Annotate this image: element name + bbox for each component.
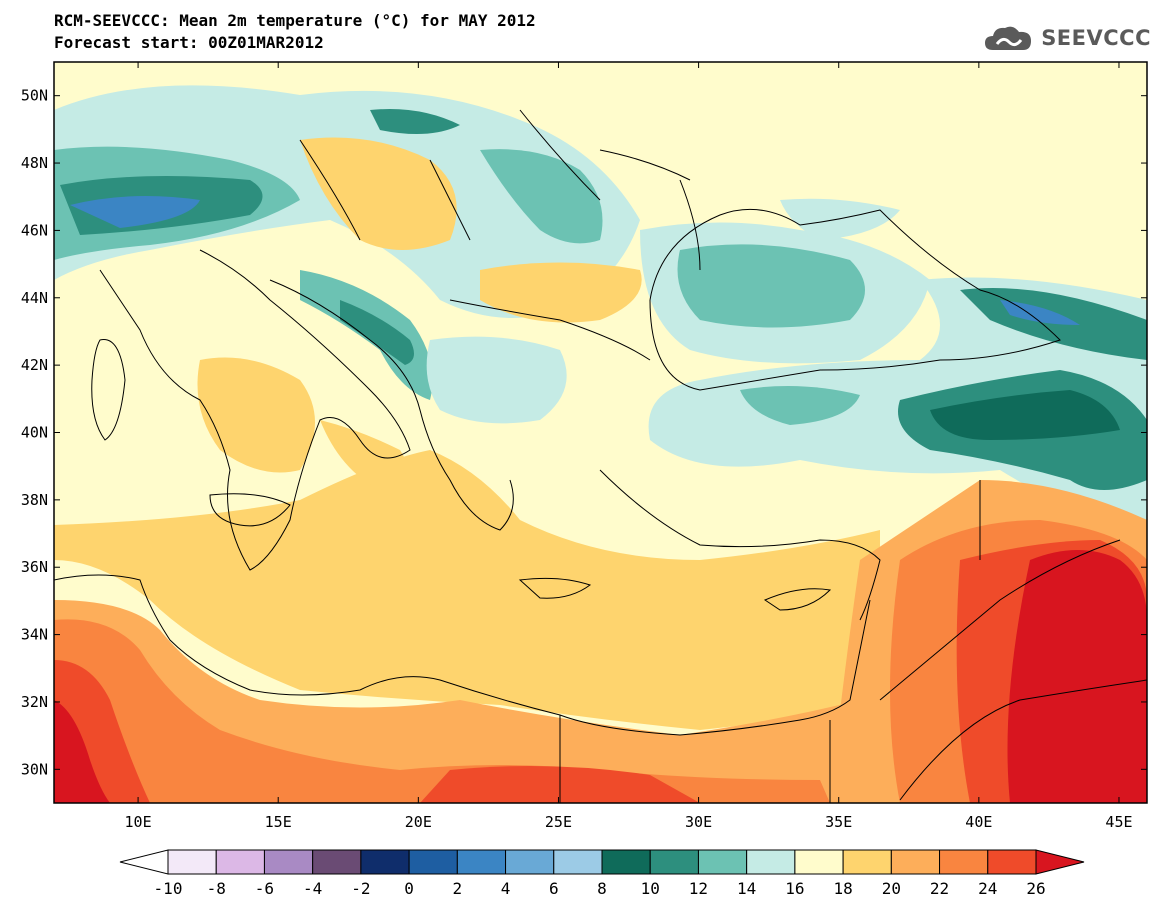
latitude-axis: 50N 48N 46N 44N 42N 40N 38N 36N 34N 32N 30N (21, 87, 1147, 778)
colorbar-segment (505, 849, 555, 875)
lon-tick-label: 10E (125, 813, 152, 831)
lon-tick-label: 20E (405, 813, 432, 831)
lat-tick-label: 32N (21, 693, 48, 711)
colorbar-segment (697, 849, 748, 875)
colorbar-label: 26 (1026, 879, 1045, 898)
colorbar-segment (215, 849, 265, 875)
colorbar-segment (939, 849, 989, 875)
colorbar-label: 18 (833, 879, 852, 898)
lon-tick-label: 30E (685, 813, 712, 831)
longitude-axis: 10E 15E 20E 25E 30E 35E 40E 45E (125, 62, 1133, 831)
colorbar-segment (167, 849, 217, 875)
title-line-1: RCM-SEEVCCC: Mean 2m temperature (°C) fo… (54, 11, 536, 30)
colorbar-segment (601, 849, 651, 875)
lon-tick-label: 35E (825, 813, 852, 831)
colorbar-label: 2 (453, 879, 463, 898)
colorbar-label: 20 (882, 879, 901, 898)
lat-tick-label: 36N (21, 558, 48, 576)
lat-tick-label: 38N (21, 491, 48, 509)
lat-tick-label: 50N (21, 87, 48, 105)
colorbar-segment (553, 849, 603, 875)
colorbar-segment (360, 849, 410, 875)
lon-tick-label: 40E (965, 813, 992, 831)
colorbar-label: 4 (501, 879, 511, 898)
colorbar-label: 14 (737, 879, 756, 898)
lon-tick-label: 45E (1105, 813, 1132, 831)
colorbar-label: -6 (255, 879, 274, 898)
colorbar-high-arrow (1035, 849, 1085, 875)
colorbar-segment (263, 849, 314, 875)
seevccc-logo: SEEVCCC (983, 22, 1151, 54)
lat-tick-label: 44N (21, 289, 48, 307)
lat-tick-label: 42N (21, 356, 48, 374)
colorbar-label: 8 (597, 879, 607, 898)
lat-tick-label: 40N (21, 424, 48, 442)
coastlines (54, 109, 1147, 803)
cloud-icon (985, 26, 1032, 50)
colorbar: -10 -8 -6 -4 -2 0 2 4 6 8 10 12 14 16 18 20 22 24 26 (119, 849, 1085, 898)
colorbar-label: -8 (207, 879, 226, 898)
title-line-2: Forecast start: 00Z01MAR2012 (54, 33, 324, 52)
logo-text: SEEVCCC (1041, 26, 1151, 50)
colorbar-label: 22 (930, 879, 949, 898)
colorbar-segment (890, 849, 941, 875)
lat-tick-label: 46N (21, 221, 48, 239)
colorbar-segment (408, 849, 458, 875)
colorbar-segment (842, 849, 892, 875)
colorbar-label: 16 (785, 879, 804, 898)
colorbar-low-arrow (119, 849, 169, 875)
colorbar-segment (312, 849, 362, 875)
colorbar-segment (456, 849, 507, 875)
map-title: RCM-SEEVCCC: Mean 2m temperature (°C) fo… (54, 10, 536, 54)
colorbar-label: 24 (978, 879, 997, 898)
colorbar-label: 0 (404, 879, 414, 898)
colorbar-segment (746, 849, 796, 875)
lon-tick-label: 15E (265, 813, 292, 831)
colorbar-label: -10 (154, 879, 183, 898)
lat-tick-label: 30N (21, 760, 48, 778)
lon-tick-label: 25E (545, 813, 572, 831)
colorbar-label: -2 (351, 879, 370, 898)
colorbar-segment (794, 849, 844, 875)
colorbar-segment (987, 849, 1037, 875)
colorbar-segment (649, 849, 699, 875)
colorbar-label: 12 (689, 879, 708, 898)
colorbar-label: 10 (641, 879, 660, 898)
colorbar-label: -4 (303, 879, 322, 898)
lat-tick-label: 48N (21, 154, 48, 172)
colorbar-label: 6 (549, 879, 559, 898)
lat-tick-label: 34N (21, 626, 48, 644)
